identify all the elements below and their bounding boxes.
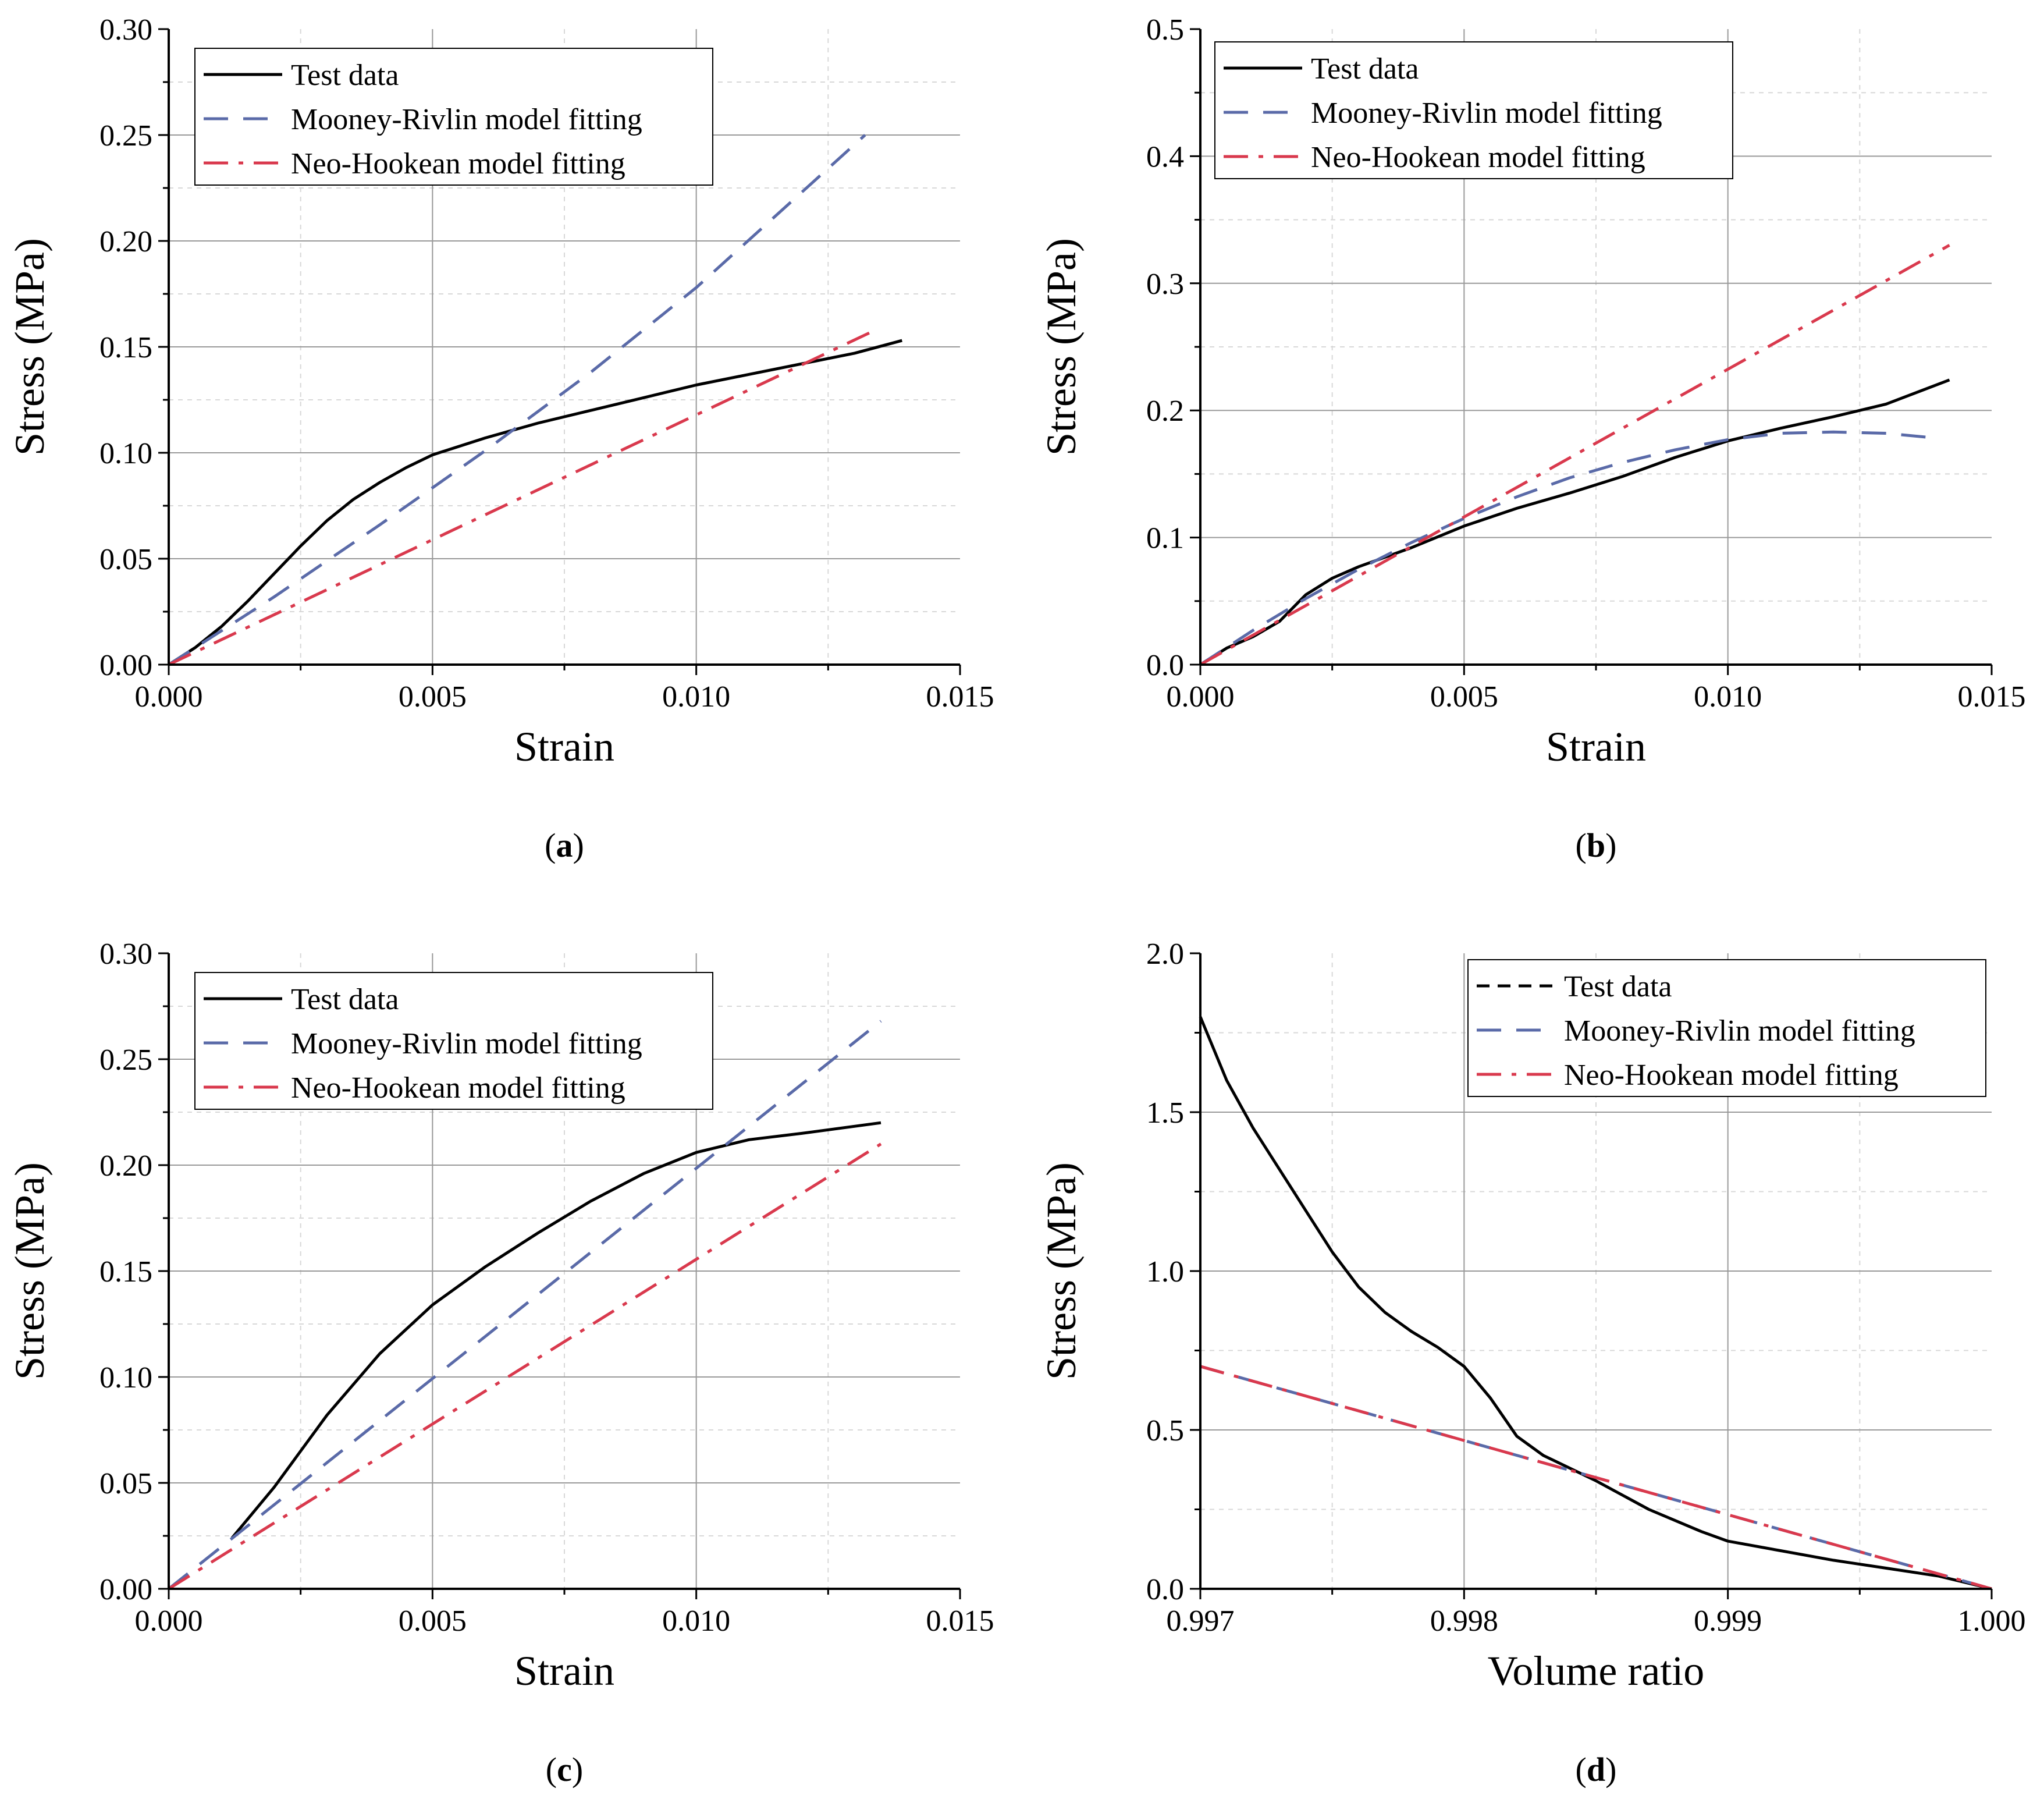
panel-a-y-tick-label: 0.00 [99,649,152,682]
panel-d-y-tick-label: 0.0 [1146,1573,1184,1606]
panel-b-x-tick-label: 0.010 [1694,680,1762,714]
panel-b-y-tick-label: 0.2 [1146,395,1184,428]
panel-a-y-tick-label: 0.05 [99,543,152,576]
panel-d-legend-box [1467,959,1986,1097]
panel-d-series-neo-hookean [1200,1365,1992,1591]
panel-a-y-tick-label: 0.10 [99,437,152,470]
panel-c-y-tick-label: 0.25 [99,1043,152,1077]
panel-b: 0.000 0.005 0.010 0.015 0.0 0.1 0.2 0.3 0.4 0.5 St… [1038,13,2026,864]
panel-a-y-tick-label: 0.30 [99,13,152,47]
panel-a-series-test-data [168,339,902,666]
panel-d-y-tick-label: 1.0 [1146,1255,1184,1289]
panel-d-x-tick-label: 1.000 [1958,1605,2026,1638]
panel-d-x-tick-label: 0.998 [1430,1605,1498,1638]
panel-c-y-tick-label: 0.05 [99,1467,152,1500]
panel-d-y-axis-title: Stress (MPa) [1038,1162,1085,1380]
panel-a-x-tick-label: 0.015 [926,680,994,714]
panel-a-y-tick-label: 0.15 [99,331,152,364]
panel-a-x-tick-label: 0.005 [399,680,467,714]
panel-a-legend-label: Neo-Hookean model fitting [291,147,625,180]
panel-d-y-tick-label: 1.5 [1146,1096,1184,1130]
panel-b-legend-label: Test data [1311,52,1419,86]
panel-c-x-tick-label: 0.010 [662,1605,730,1638]
panel-a-legend-label: Test data [291,59,399,92]
panel-d-legend: Test data Mooney-Rivlin model fitting Neo-… [1467,959,1986,1097]
panel-a-x-axis-title: Strain [514,723,614,770]
panel-a-label: (a) [545,826,584,864]
panel-b-series-test-data [1199,378,1950,666]
panel-c-y-tick-label: 0.30 [99,938,152,971]
panel-d-x-tick-label: 0.997 [1167,1605,1235,1638]
panel-c-legend: Test data Mooney-Rivlin model fitting Neo-… [194,972,713,1110]
panel-d-legend-label: Mooney-Rivlin model fitting [1564,1014,1915,1048]
panel-c-x-tick-label: 0.000 [135,1605,203,1638]
panel-b-y-tick-label: 0.3 [1146,268,1184,301]
panel-a: 0.000 0.005 0.010 0.015 0.00 0.05 0.10 0.15 0.20… [6,13,994,864]
panel-b-x-tick-label: 0.005 [1430,680,1498,714]
panel-b-legend-label: Neo-Hookean model fitting [1311,141,1645,174]
panel-c-label: (c) [546,1751,583,1788]
panel-c: 0.000 0.005 0.010 0.015 0.00 0.05 0.10 0.15 0.20… [6,938,994,1788]
panel-c-y-tick-label: 0.00 [99,1573,152,1606]
panel-a-y-tick-label: 0.20 [99,225,152,258]
panel-b-y-tick-label: 0.1 [1146,522,1184,555]
panel-c-legend-box [194,972,713,1110]
panel-a-y-tick-label: 0.25 [99,119,152,152]
panel-d: 0.997 0.998 0.999 1.000 0.0 0.5 1.0 1.5 2.0 Volum… [1038,938,2026,1788]
panel-b-y-tick-label: 0.5 [1146,13,1184,47]
panel-a-legend-box [194,48,713,186]
panel-c-y-tick-label: 0.15 [99,1255,152,1289]
panel-d-legend-label: Neo-Hookean model fitting [1564,1059,1899,1092]
panel-d-x-axis-title: Volume ratio [1488,1648,1705,1694]
panel-a-x-tick-label: 0.000 [135,680,203,714]
panel-b-legend: Test data Mooney-Rivlin model fitting Neo-… [1214,41,1733,179]
panel-b-y-axis-title: Stress (MPa) [1038,238,1085,456]
panel-c-series-mooney-rivlin [168,1020,882,1590]
panel-d-label: (d) [1576,1751,1617,1788]
panel-c-legend-label: Test data [291,983,399,1016]
panel-d-x-tick-label: 0.999 [1694,1605,1762,1638]
panel-b-legend-box [1214,41,1733,179]
panel-d-y-tick-label: 2.0 [1146,938,1184,971]
panel-c-y-axis-title: Stress (MPa) [6,1162,53,1380]
panel-b-series-mooney-rivlin [1199,430,1939,666]
panel-b-y-tick-label: 0.4 [1146,140,1184,173]
panel-a-legend: Test data Mooney-Rivlin model fitting Neo-… [194,48,713,186]
panel-a-legend-label: Mooney-Rivlin model fitting [291,103,642,136]
panel-b-legend-label: Mooney-Rivlin model fitting [1311,97,1662,130]
panel-b-x-tick-label: 0.015 [1958,680,2026,714]
panel-c-y-tick-label: 0.10 [99,1361,152,1394]
panel-d-legend-label: Test data [1564,970,1672,1003]
panel-b-series-neo-hookean [1199,244,1950,666]
panel-b-x-tick-label: 0.000 [1167,680,1235,714]
panel-a-series-neo-hookean [168,328,876,666]
panel-a-x-tick-label: 0.010 [662,680,730,714]
panel-c-series-neo-hookean [168,1142,882,1591]
panel-b-label: (b) [1576,826,1617,864]
panel-c-legend-label: Neo-Hookean model fitting [291,1071,625,1105]
panel-c-x-axis-title: Strain [514,1648,614,1694]
panel-b-x-axis-title: Strain [1546,723,1646,770]
panel-d-y-tick-label: 0.5 [1146,1414,1184,1447]
panel-a-y-axis-title: Stress (MPa) [6,238,53,456]
panel-c-x-tick-label: 0.015 [926,1605,994,1638]
panel-d-series-test-data [1199,1016,1992,1591]
panel-c-legend-label: Mooney-Rivlin model fitting [291,1027,642,1060]
panel-c-x-tick-label: 0.005 [399,1605,467,1638]
panel-c-y-tick-label: 0.20 [99,1149,152,1183]
panel-c-series-test-data [230,1121,881,1539]
panel-a-series-mooney-rivlin [168,134,866,666]
panel-b-y-tick-label: 0.0 [1146,649,1184,682]
